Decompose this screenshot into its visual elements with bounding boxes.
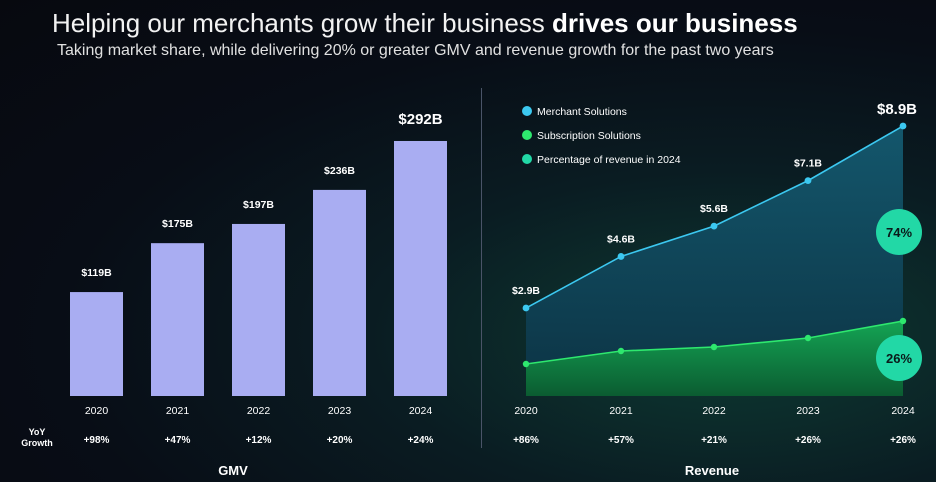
revenue-total-label-2021: $4.6B	[607, 233, 635, 245]
revenue-year-tick-2024: 2024	[891, 405, 915, 417]
pct-badge-2	[876, 335, 922, 381]
merchant-point-2021	[617, 253, 625, 260]
yoy-growth-label: YoY Growth	[16, 427, 58, 449]
gmv-year-tick-2024: 2024	[409, 405, 433, 417]
gmv-year-tick-2023: 2023	[328, 405, 352, 417]
gmv-yoy-2022: +12%	[246, 435, 272, 446]
gmv-value-label-2023: $236B	[324, 165, 355, 177]
gmv-bar-2022	[232, 223, 285, 396]
revenue-year-tick-2023: 2023	[796, 405, 820, 417]
gmv-bar-2023	[313, 189, 366, 396]
legend-marker-2	[522, 130, 532, 140]
revenue-total-label-2022: $5.6B	[700, 203, 728, 215]
gmv-axis-title: GMV	[218, 463, 248, 478]
page-subtitle: Taking market share, while delivering 20…	[57, 42, 774, 59]
gmv-value-label-2022: $197B	[243, 199, 274, 211]
gmv-value-label-2024: $292B	[398, 111, 442, 128]
gmv-yoy-2023: +20%	[327, 435, 353, 446]
revenue-year-tick-2020: 2020	[514, 405, 538, 417]
merchant-point-2024	[899, 122, 907, 130]
revenue-total-label-2023: $7.1B	[794, 158, 822, 170]
revenue-yoy-2023: +26%	[795, 435, 821, 446]
pct-badge-label-2: 26%	[886, 351, 912, 366]
pct-badge-1	[876, 209, 922, 255]
legend-label-3: Percentage of revenue in 2024	[537, 154, 681, 166]
gmv-year-tick-2022: 2022	[247, 405, 271, 417]
revenue-year-tick-2022: 2022	[702, 405, 726, 417]
revenue-total-label-2024: $8.9B	[877, 101, 917, 118]
subscription-point-2021	[617, 347, 625, 355]
revenue-total-label-2020: $2.9B	[512, 285, 540, 297]
gmv-yoy-2021: +47%	[165, 435, 191, 446]
page-title: Helping our merchants grow their busines…	[52, 8, 798, 39]
gmv-value-label-2020: $119B	[81, 267, 112, 279]
legend-marker-1	[522, 106, 532, 116]
subscription-point-2020	[522, 360, 530, 368]
legend-label-2: Subscription Solutions	[537, 130, 641, 142]
gmv-bar-2021	[151, 243, 204, 396]
title-bold: drives our business	[552, 8, 798, 38]
revenue-year-tick-2021: 2021	[609, 405, 633, 417]
subscription-point-2022	[710, 343, 718, 351]
merchant-point-2020	[522, 304, 530, 312]
panel-divider	[481, 88, 482, 448]
gmv-bar-2020	[70, 292, 123, 396]
merchant-point-2022	[710, 222, 718, 230]
gmv-year-tick-2020: 2020	[85, 405, 109, 417]
revenue-yoy-2020: +86%	[513, 435, 539, 446]
gmv-year-tick-2021: 2021	[166, 405, 190, 417]
yoy-label-line1: YoY	[28, 427, 46, 437]
gmv-value-label-2021: $175B	[162, 218, 193, 230]
yoy-label-line2: Growth	[21, 438, 53, 448]
legend-label-1: Merchant Solutions	[537, 106, 627, 118]
revenue-axis-title: Revenue	[685, 463, 739, 478]
gmv-yoy-2024: +24%	[408, 435, 434, 446]
revenue-yoy-2021: +57%	[608, 435, 634, 446]
title-regular: Helping our merchants grow their busines…	[52, 8, 553, 38]
legend-marker-3	[522, 154, 532, 164]
revenue-yoy-2024: +26%	[890, 435, 916, 446]
merchant-solutions-area	[526, 126, 903, 396]
gmv-yoy-2020: +98%	[84, 435, 110, 446]
pct-badge-label-1: 74%	[886, 225, 912, 240]
subscription-point-2024	[899, 317, 907, 325]
merchant-point-2023	[804, 177, 812, 185]
revenue-yoy-2022: +21%	[701, 435, 727, 446]
subscription-point-2023	[804, 334, 812, 342]
gmv-bar-2024	[394, 140, 447, 396]
